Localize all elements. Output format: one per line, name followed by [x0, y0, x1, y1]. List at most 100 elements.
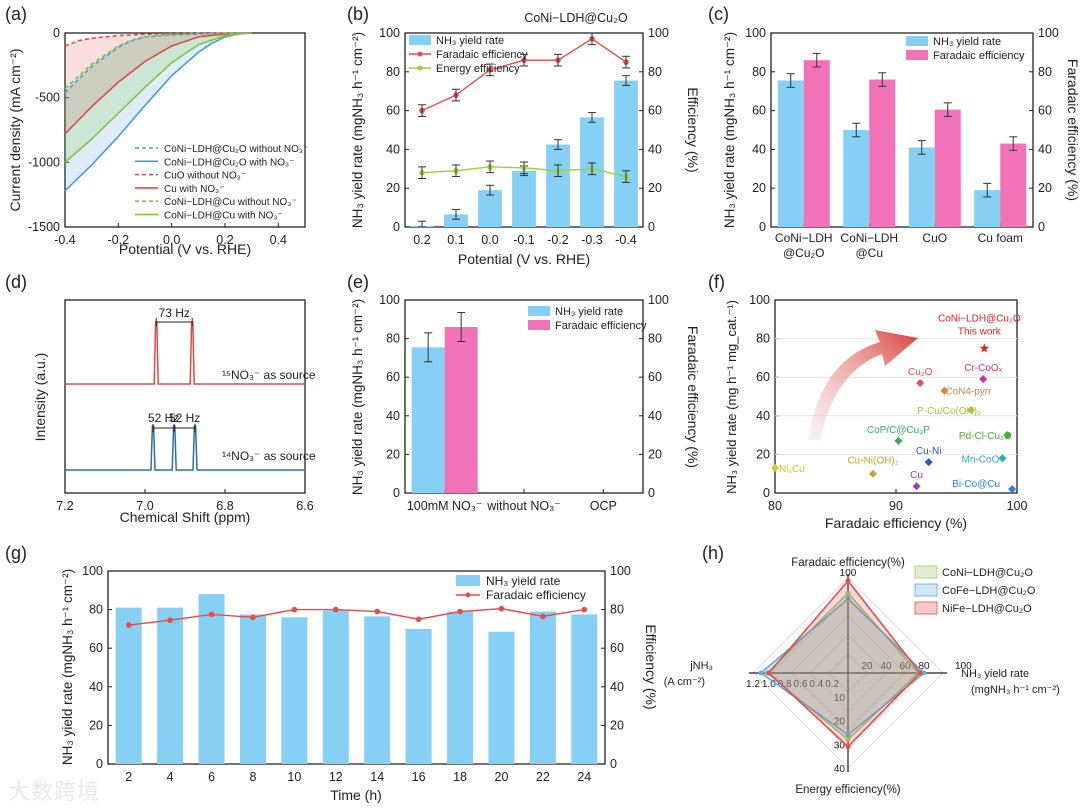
y2-tick-label-b: 40: [648, 142, 662, 156]
fill-band-cu: [65, 33, 252, 163]
x-tick-label-c: Cu foam: [978, 231, 1023, 245]
y-tick-label-g: 20: [89, 718, 103, 732]
point-g: [457, 608, 463, 615]
bar-c: [1000, 143, 1027, 227]
scatter-label: Mn-CoO: [962, 454, 1000, 465]
y2-tick-label-b: 0: [648, 220, 655, 234]
radar-axis-label: NH₃ yield rate: [961, 668, 1029, 680]
y-tick-label-c: 60: [752, 104, 766, 118]
bar-g: [281, 617, 308, 764]
bar-g: [322, 610, 349, 764]
point-g: [415, 616, 422, 623]
bar-b: [512, 170, 536, 227]
x-tick-label-d: 7.0: [136, 499, 153, 513]
y2-tick-label-e: 0: [648, 486, 655, 500]
bar-c: [908, 147, 935, 227]
scatter-label: Pd-Cl-Cu₂O: [959, 431, 1012, 442]
radar-tick: 1.0: [762, 679, 776, 690]
bar-b: [614, 80, 638, 227]
x-tick-label-e: OCP: [590, 499, 617, 513]
radar-tick: 0.2: [825, 679, 839, 690]
radar-point: [845, 744, 851, 750]
panel-label: (c): [708, 4, 729, 24]
y-tick-label-g: 60: [89, 641, 103, 655]
legend-swatch-h: [914, 583, 938, 597]
point-g: [291, 606, 298, 613]
y-axis-label-f: NH₃ yield rate (mg h⁻¹ mg_cat.⁻¹): [724, 300, 739, 494]
radar-axis-label: jNH₃: [689, 660, 713, 672]
y-tick-label-e: 100: [379, 293, 400, 307]
y-axis-label-g: NH₃ yield rate (mgNH₃ h⁻¹ cm⁻²): [60, 569, 75, 765]
y-tick-label-a: 0: [53, 26, 60, 40]
radar-point: [845, 596, 851, 602]
legend-label-a: CuO without NO₃⁻: [164, 171, 246, 182]
panel-label: (f): [708, 272, 725, 292]
y-tick-label-a: -1000: [28, 155, 60, 169]
panel-label: (b): [347, 4, 369, 24]
y-tick-label-e: 60: [386, 370, 400, 384]
y2-tick-label-c: 80: [1038, 65, 1052, 79]
x-tick-label-a: -0.2: [108, 233, 130, 247]
y-tick-label-b: 60: [386, 104, 400, 118]
x-tick-label-b: -0.2: [547, 233, 569, 247]
y2-tick-label-c: 40: [1038, 142, 1052, 156]
x-tick-label-d: 6.6: [296, 499, 313, 513]
panel-label: (a): [5, 4, 27, 24]
panel-label: (g): [5, 543, 27, 563]
x-tick-label-d: 7.2: [56, 499, 73, 513]
y-axis-label-b: NH₃ yield rate (mgNH₃ h⁻¹ cm⁻²): [350, 32, 365, 228]
legend-marker-b: [417, 65, 423, 71]
radar-tick: 0.4: [809, 679, 823, 690]
radar-axis-label: (mgNH₃ h⁻¹ cm⁻²): [971, 684, 1060, 696]
radar-tick: 80: [918, 661, 930, 672]
x-tick-label-g: 12: [329, 770, 343, 784]
radar-tick: 100: [955, 661, 972, 672]
y-tick-label-a: -500: [35, 91, 60, 105]
radar-tick: 100: [840, 568, 857, 579]
scatter-label: Cr-CoOₓ: [964, 363, 1002, 374]
legend-swatch-c: [906, 36, 928, 46]
y2-tick-label-c: 60: [1038, 104, 1052, 118]
spectrum-label-15n: ¹⁵NO₃⁻ as source: [222, 368, 316, 382]
x-tick-label-a: 0.0: [163, 233, 180, 247]
y-tick-label-b: 100: [379, 26, 400, 40]
legend-label-a: CoNi−LDH@Cu without NO₃⁻: [164, 197, 297, 208]
radar-point: [845, 732, 851, 738]
bar-c: [777, 80, 804, 227]
legend-label-b: Faradaic efficiency: [436, 49, 528, 61]
bar-g: [529, 611, 556, 764]
plot-frame-d: [64, 299, 306, 494]
radar-axis-label: Faradaic efficiency(%): [791, 557, 905, 569]
scatter-point: [940, 386, 949, 395]
y2-axis-label-e: Faradaic efficiency (%): [685, 326, 701, 468]
scatter-point: [894, 436, 903, 445]
bar-b: [478, 190, 502, 227]
legend-swatch-c: [906, 50, 928, 60]
x-tick-label-b: 0.0: [481, 233, 498, 247]
spectrum-label-14n: ¹⁴NO₃⁻ as source: [222, 449, 316, 463]
x-tick-label-g: 8: [249, 770, 256, 784]
scatter-label: Ni₁Cu: [779, 464, 805, 475]
y2-tick-label-g: 60: [610, 641, 624, 655]
scatter-label: CoN4-pyrr: [945, 387, 992, 398]
y-tick-label-e: 20: [386, 447, 400, 461]
y-tick-label-f: 40: [756, 409, 770, 423]
bar-b: [444, 214, 468, 227]
legend-label-b: Energy efficiency: [436, 63, 520, 75]
x-tick-label-g: 10: [287, 770, 301, 784]
x-tick-label-e: 100mM NO₃⁻: [407, 499, 483, 513]
bar-b: [546, 144, 570, 227]
scatter-label: Cu₂O: [908, 367, 933, 378]
scatter-label: CoP/C@Cu₃P: [867, 425, 930, 436]
radar-series: [767, 579, 922, 748]
x-tick-label-c: CuO: [922, 231, 947, 245]
scatter-label: Bi-Co@Cu: [952, 479, 1000, 490]
point-g: [374, 608, 381, 615]
x-axis-label-a: Potential (V vs. RHE): [119, 241, 251, 257]
y2-tick-label-g: 20: [610, 718, 624, 732]
point-g: [581, 606, 588, 613]
y2-tick-label-g: 100: [610, 564, 631, 578]
point-g: [250, 614, 256, 621]
point-g: [332, 606, 339, 613]
y-tick-label-f: 80: [756, 332, 770, 346]
